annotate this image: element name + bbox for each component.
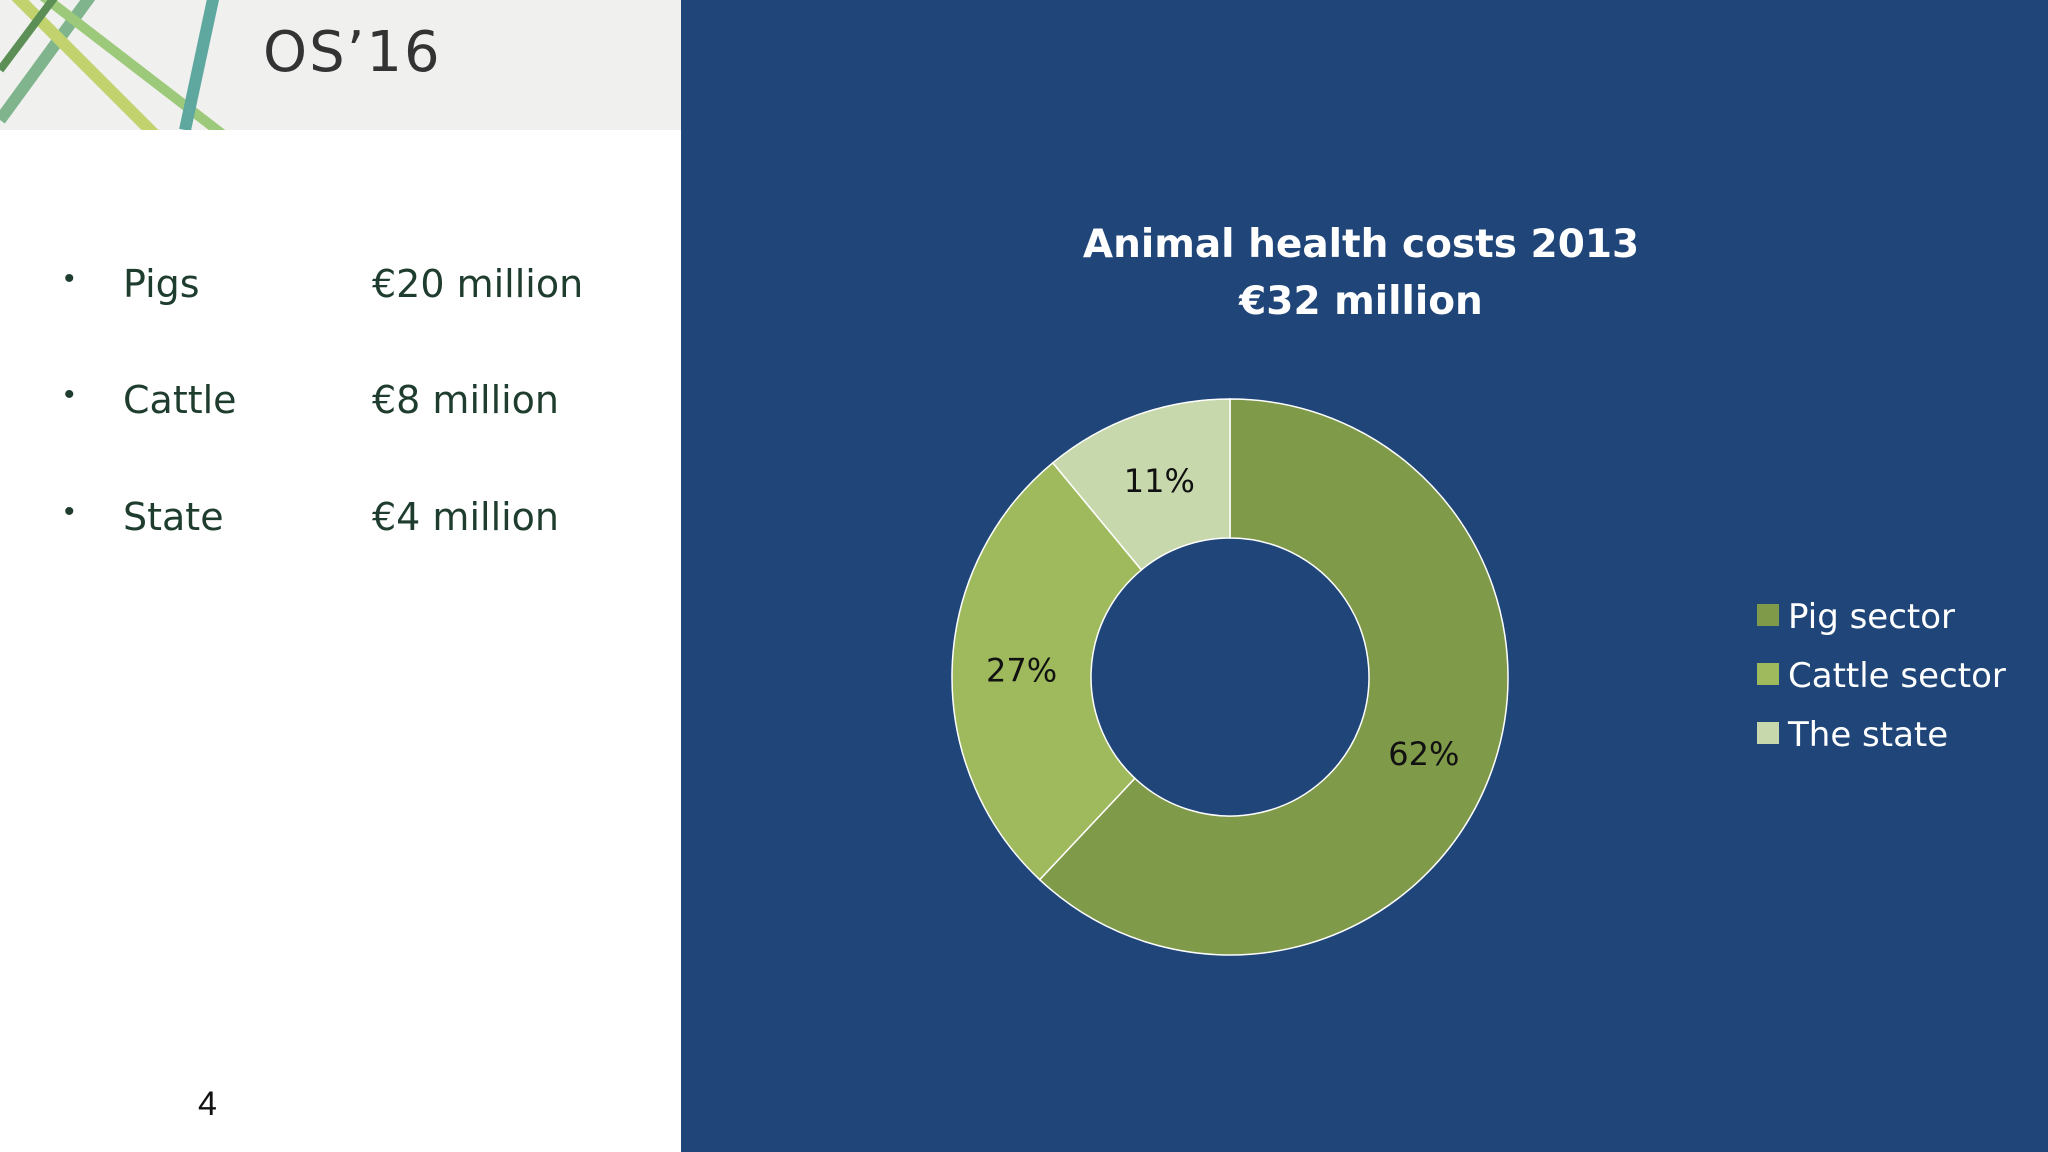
bullet-label: Pigs — [123, 262, 200, 306]
list-item: • Cattle €8 million — [0, 378, 681, 438]
data-label: 27% — [986, 651, 1057, 689]
page-number: 4 — [198, 1085, 217, 1123]
data-label: 11% — [1124, 462, 1195, 500]
logo-stripe — [0, 0, 96, 124]
legend-swatch — [1757, 663, 1779, 685]
legend-swatch — [1757, 722, 1779, 744]
logo-stripe — [0, 0, 58, 73]
donut-slice-pig-sector — [1038, 398, 1509, 956]
list-item: • Pigs €20 million — [0, 262, 681, 322]
chart-title: Animal health costs 2013 €32 million — [1041, 216, 1681, 330]
logo-text: OS’16 — [263, 20, 442, 85]
chart-subtitle: €32 million — [1239, 279, 1483, 324]
data-label: 62% — [1388, 735, 1459, 773]
bullet-value: €20 million — [372, 262, 584, 306]
logo-stripe — [39, 0, 226, 130]
chart-panel: Animal health costs 2013 €32 million 62%… — [681, 0, 2048, 1152]
conference-logo: OS’16 — [0, 0, 681, 130]
legend-swatch — [1757, 604, 1779, 626]
donut-slice-cattle-sector — [951, 461, 1143, 881]
legend-label: Pig sector — [1788, 597, 1955, 637]
bullet-label: Cattle — [123, 378, 237, 422]
bullet-dot: • — [64, 262, 75, 295]
bullet-value: €4 million — [372, 495, 560, 539]
logo-graphic — [0, 0, 226, 130]
legend-label: Cattle sector — [1788, 656, 2006, 696]
left-panel: OS’16 • Pigs €20 million • Cattle €8 mil… — [0, 0, 681, 1152]
logo-stripe — [179, 0, 219, 130]
bullet-value: €8 million — [372, 378, 560, 422]
bullet-label: State — [123, 495, 224, 539]
bullet-dot: • — [64, 378, 75, 411]
donut-chart: 62% 27% 11% Pig sector Cattle sector The stat… — [951, 398, 2006, 956]
chart-title-line: Animal health costs 2013 — [1082, 222, 1640, 267]
legend-label: The state — [1787, 715, 1948, 755]
bullet-dot: • — [64, 495, 75, 528]
logo-stripe — [11, 0, 159, 130]
donut-slice-the-state — [1051, 398, 1231, 571]
list-item: • State €4 million — [0, 495, 681, 555]
